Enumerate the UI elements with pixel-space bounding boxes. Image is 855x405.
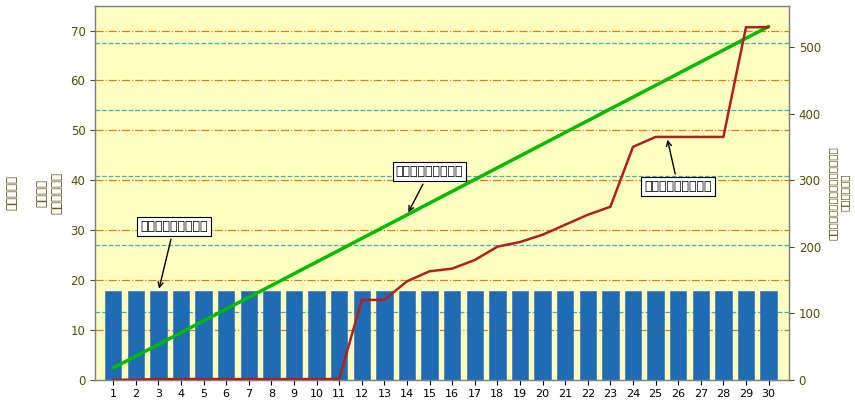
Bar — [534, 292, 551, 380]
Bar — [196, 292, 212, 380]
Text: 修繕工事費の累計額: 修繕工事費の累計額 — [645, 141, 711, 193]
Text: 修繕積立金（年額）: 修繕積立金（年額） — [140, 220, 208, 287]
Bar — [760, 292, 776, 380]
Bar — [467, 292, 483, 380]
Bar — [625, 292, 641, 380]
Bar — [173, 292, 189, 380]
Bar — [716, 292, 732, 380]
Bar — [580, 292, 596, 380]
Bar — [240, 292, 256, 380]
Bar — [670, 292, 687, 380]
Bar — [444, 292, 460, 380]
Bar — [354, 292, 370, 380]
Bar — [127, 292, 144, 380]
Bar — [489, 292, 505, 380]
Bar — [512, 292, 528, 380]
Bar — [331, 292, 347, 380]
Bar — [602, 292, 618, 380]
Y-axis label: 修繕積立金

（年額）
（万円／戸）: 修繕積立金 （年額） （万円／戸） — [5, 172, 63, 214]
Text: 修繕積立金の累計額: 修繕積立金の累計額 — [396, 165, 463, 211]
Bar — [738, 292, 754, 380]
Bar — [105, 292, 121, 380]
Bar — [263, 292, 280, 380]
Bar — [218, 292, 234, 380]
Bar — [398, 292, 416, 380]
Bar — [309, 292, 325, 380]
Bar — [647, 292, 663, 380]
Bar — [150, 292, 167, 380]
Bar — [693, 292, 709, 380]
Y-axis label: 修繕積立金累計・修繕工事費累計
（万円／戸）: 修繕積立金累計・修繕工事費累計 （万円／戸） — [828, 146, 850, 239]
Bar — [557, 292, 574, 380]
Bar — [286, 292, 302, 380]
Bar — [376, 292, 392, 380]
Bar — [422, 292, 438, 380]
